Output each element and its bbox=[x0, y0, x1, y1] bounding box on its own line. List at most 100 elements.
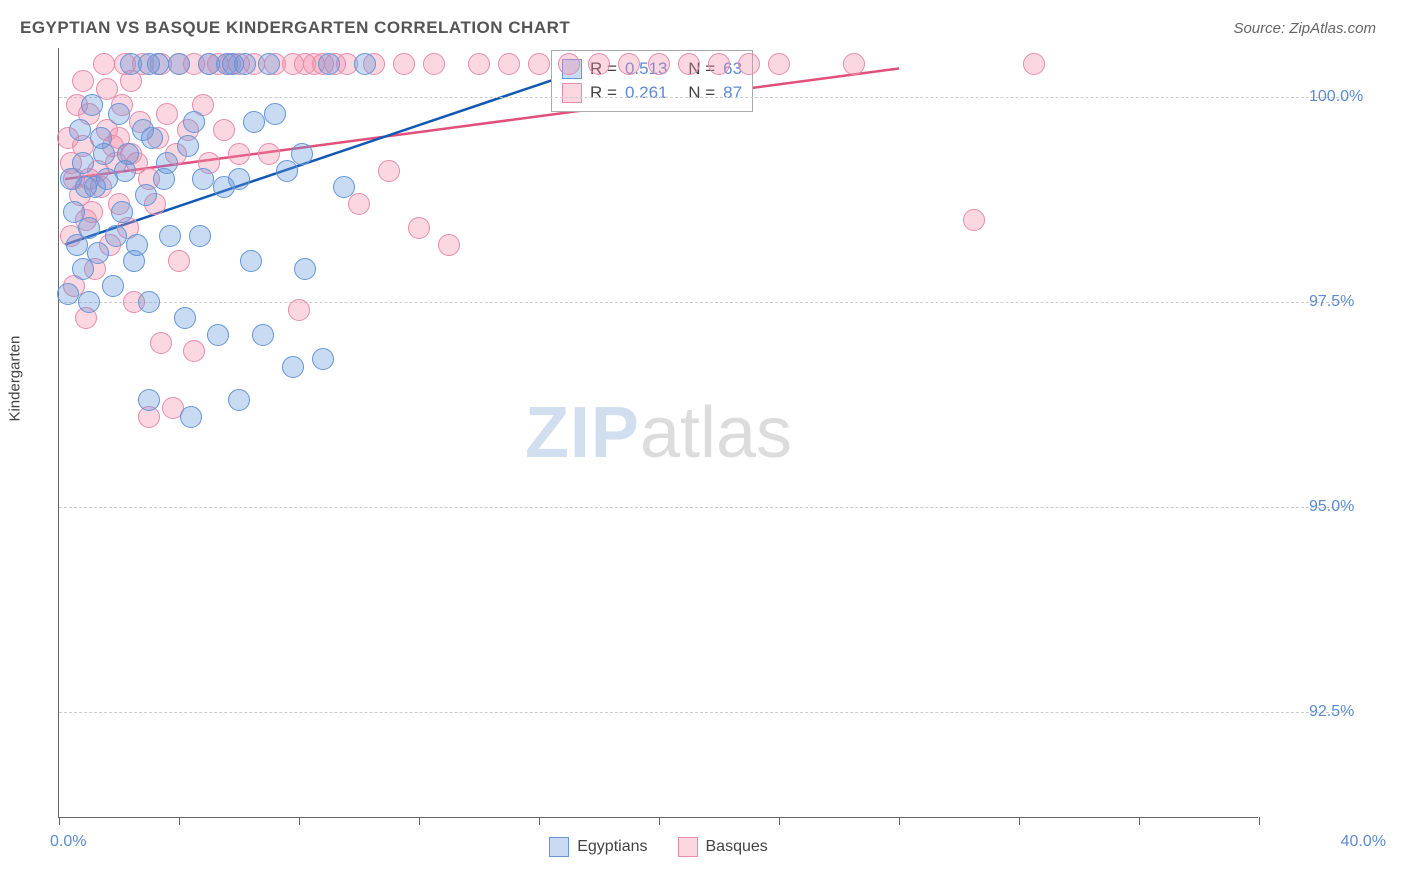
point-egyptian bbox=[156, 152, 178, 174]
point-egyptian bbox=[294, 258, 316, 280]
gridline bbox=[59, 507, 1349, 508]
point-basque bbox=[498, 53, 520, 75]
point-basque bbox=[393, 53, 415, 75]
point-egyptian bbox=[138, 53, 160, 75]
watermark: ZIPatlas bbox=[525, 392, 792, 474]
legend-swatch bbox=[549, 837, 569, 857]
chart-title: EGYPTIAN VS BASQUE KINDERGARTEN CORRELAT… bbox=[20, 18, 570, 38]
point-egyptian bbox=[93, 143, 115, 165]
point-basque bbox=[558, 53, 580, 75]
point-egyptian bbox=[243, 111, 265, 133]
chart-area: Kindergarten ZIPatlas R = 0.513 N = 63 R… bbox=[20, 48, 1386, 863]
gridline bbox=[59, 97, 1349, 98]
point-basque bbox=[438, 234, 460, 256]
point-egyptian bbox=[240, 250, 262, 272]
y-axis-label: Kindergarten bbox=[7, 335, 24, 421]
point-egyptian bbox=[234, 53, 256, 75]
y-tick-label: 100.0% bbox=[1309, 88, 1363, 106]
point-egyptian bbox=[318, 53, 340, 75]
scatter-plot: ZIPatlas R = 0.513 N = 63 R = 0.261 N = … bbox=[58, 48, 1258, 818]
point-egyptian bbox=[180, 406, 202, 428]
point-basque bbox=[1023, 53, 1045, 75]
point-egyptian bbox=[264, 103, 286, 125]
point-basque bbox=[183, 340, 205, 362]
point-egyptian bbox=[174, 307, 196, 329]
point-basque bbox=[150, 332, 172, 354]
point-egyptian bbox=[189, 225, 211, 247]
point-egyptian bbox=[192, 168, 214, 190]
point-basque bbox=[408, 217, 430, 239]
point-egyptian bbox=[111, 201, 133, 223]
point-basque bbox=[348, 193, 370, 215]
point-egyptian bbox=[333, 176, 355, 198]
point-egyptian bbox=[258, 53, 280, 75]
point-basque bbox=[378, 160, 400, 182]
legend-swatch bbox=[562, 83, 582, 103]
point-egyptian bbox=[81, 94, 103, 116]
x-tick bbox=[1139, 817, 1140, 825]
watermark-atlas: atlas bbox=[640, 393, 792, 473]
point-egyptian bbox=[78, 291, 100, 313]
point-egyptian bbox=[282, 356, 304, 378]
legend-row: R = 0.261 N = 87 bbox=[562, 81, 742, 105]
point-basque bbox=[168, 250, 190, 272]
chart-source: Source: ZipAtlas.com bbox=[1233, 20, 1376, 37]
point-egyptian bbox=[312, 348, 334, 370]
x-tick bbox=[1259, 817, 1260, 825]
point-basque bbox=[738, 53, 760, 75]
point-egyptian bbox=[78, 217, 100, 239]
point-egyptian bbox=[108, 103, 130, 125]
point-egyptian bbox=[132, 119, 154, 141]
point-egyptian bbox=[252, 324, 274, 346]
legend-item: Basques bbox=[678, 837, 768, 857]
point-basque bbox=[618, 53, 640, 75]
point-basque bbox=[258, 143, 280, 165]
point-basque bbox=[156, 103, 178, 125]
point-egyptian bbox=[228, 389, 250, 411]
watermark-zip: ZIP bbox=[525, 393, 640, 473]
series-legend: Egyptians Basques bbox=[59, 837, 1258, 857]
point-egyptian bbox=[75, 176, 97, 198]
point-egyptian bbox=[87, 242, 109, 264]
y-tick-label: 95.0% bbox=[1309, 498, 1354, 516]
x-tick bbox=[59, 817, 60, 825]
legend-item: Egyptians bbox=[549, 837, 647, 857]
point-egyptian bbox=[138, 389, 160, 411]
point-basque bbox=[768, 53, 790, 75]
point-basque bbox=[528, 53, 550, 75]
point-egyptian bbox=[135, 184, 157, 206]
point-egyptian bbox=[291, 143, 313, 165]
point-egyptian bbox=[228, 168, 250, 190]
point-basque bbox=[708, 53, 730, 75]
point-egyptian bbox=[63, 201, 85, 223]
x-tick bbox=[1019, 817, 1020, 825]
point-basque bbox=[648, 53, 670, 75]
x-tick-max: 40.0% bbox=[1341, 833, 1386, 851]
y-tick-label: 97.5% bbox=[1309, 293, 1354, 311]
gridline bbox=[59, 302, 1349, 303]
x-tick-min: 0.0% bbox=[50, 833, 86, 851]
point-egyptian bbox=[168, 53, 190, 75]
point-egyptian bbox=[138, 291, 160, 313]
x-tick bbox=[539, 817, 540, 825]
legend-swatch bbox=[678, 837, 698, 857]
point-egyptian bbox=[123, 250, 145, 272]
point-egyptian bbox=[57, 283, 79, 305]
point-egyptian bbox=[69, 119, 91, 141]
point-egyptian bbox=[207, 324, 229, 346]
point-basque bbox=[72, 70, 94, 92]
point-basque bbox=[588, 53, 610, 75]
point-basque bbox=[843, 53, 865, 75]
point-egyptian bbox=[159, 225, 181, 247]
point-egyptian bbox=[102, 275, 124, 297]
legend-label: Egyptians bbox=[577, 838, 647, 856]
point-basque bbox=[423, 53, 445, 75]
x-tick bbox=[779, 817, 780, 825]
point-egyptian bbox=[105, 225, 127, 247]
point-basque bbox=[678, 53, 700, 75]
y-tick-label: 92.5% bbox=[1309, 703, 1354, 721]
x-tick bbox=[659, 817, 660, 825]
x-tick bbox=[419, 817, 420, 825]
x-tick bbox=[179, 817, 180, 825]
point-basque bbox=[93, 53, 115, 75]
